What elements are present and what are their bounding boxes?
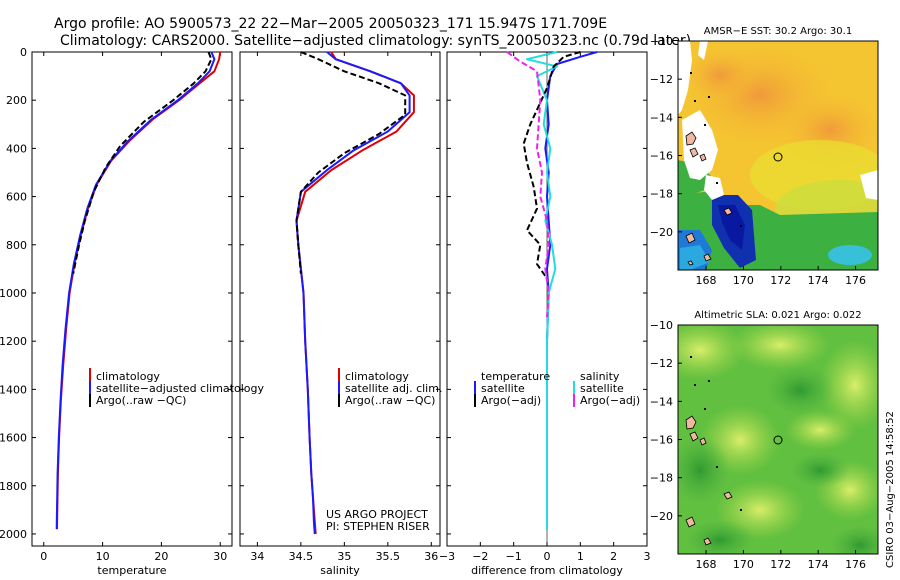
legend-label-temperature: temperature xyxy=(481,370,550,383)
y-tick-label: −12 xyxy=(650,73,673,86)
x-tick-label: 168 xyxy=(696,558,717,571)
sla-map-title: Altimetric SLA: 0.021 Argo: 0.022 xyxy=(694,310,861,321)
sst-float-marker xyxy=(773,152,783,162)
x-axis-label: salinity xyxy=(320,564,360,577)
y-tick-label: −14 xyxy=(650,111,673,124)
plot-frame xyxy=(31,51,233,547)
y-tick-label: −18 xyxy=(650,188,673,201)
x-tick-label: 172 xyxy=(770,274,791,287)
y-tick-label: 1800 xyxy=(0,480,27,493)
x-tick-label: 0 xyxy=(544,550,551,563)
project-name: US ARGO PROJECT xyxy=(326,508,428,521)
y-tick-label: 1000 xyxy=(0,287,27,300)
sla-axis: 168 170 172 174 176 −10 −12 −14 −16 −18 −20 xyxy=(650,319,866,571)
x-tick-label: 176 xyxy=(845,558,866,571)
salinity-legend: climatology satellite adj. clim. Argo(..… xyxy=(338,368,442,407)
x-tick-label: 10 xyxy=(96,550,110,563)
y-tick-label: 1200 xyxy=(0,335,27,348)
difference-legend: temperature satellite Argo(−adj) salinit… xyxy=(474,370,640,407)
y-tick-label: −12 xyxy=(650,357,673,370)
x-tick-label: 20 xyxy=(154,550,168,563)
x-tick-label: 35 xyxy=(337,550,351,563)
x-tick-label: 30 xyxy=(213,550,227,563)
y-tick-label: 0 xyxy=(20,46,27,59)
x-tick-label: 3 xyxy=(644,550,651,563)
legend-label-argo: Argo(..raw −QC) xyxy=(345,394,435,407)
y-tick-label: 600 xyxy=(6,191,27,204)
x-tick-label: −2 xyxy=(472,550,488,563)
plot-frame xyxy=(239,51,441,547)
legend-label-sal-argo: Argo(−adj) xyxy=(580,394,640,407)
x-tick-label: 170 xyxy=(733,558,754,571)
salinity-panel: 34 34.5 35 35.5 36 salinity xyxy=(239,51,441,577)
figure-title-line1: Argo profile: AO 5900573_22 22−Mar−2005 … xyxy=(54,16,607,32)
sst-field xyxy=(678,41,878,270)
x-axis-label: difference from climatology xyxy=(471,564,623,577)
x-tick-label: 174 xyxy=(808,558,829,571)
x-tick-label: 36 xyxy=(424,550,438,563)
x-axis-label: temperature xyxy=(97,564,166,577)
series-line-temperature-argo xyxy=(522,51,581,280)
legend-label-climatology: climatology xyxy=(345,370,409,383)
x-tick-label: −1 xyxy=(506,550,522,563)
sla-map: Altimetric SLA: 0.021 Argo: 0.022 xyxy=(650,310,879,571)
y-tick-label: 2000 xyxy=(0,528,27,541)
x-tick-label: −3 xyxy=(439,550,455,563)
legend-label-argo: Argo(..raw −QC) xyxy=(96,394,186,407)
x-tick-label: 35.5 xyxy=(376,550,401,563)
y-tick-label: −16 xyxy=(650,434,673,447)
x-tick-label: 2 xyxy=(610,550,617,563)
timestamp-stamp: CSIRO 03−Aug−2005 14:58:52 xyxy=(885,411,896,568)
y-tick-label: 1400 xyxy=(0,383,27,396)
y-tick-label: 200 xyxy=(6,94,27,107)
legend-label-satellite: satellite adj. clim. xyxy=(345,382,442,395)
sla-float-marker xyxy=(773,435,783,445)
legend-label-temp-satellite: satellite xyxy=(481,382,525,395)
series-line-argo xyxy=(295,51,407,274)
legend-label-sal-satellite: satellite xyxy=(580,382,624,395)
sla-field xyxy=(678,325,878,554)
temperature-panel: 0 200 400 600 800 1000 1200 1400 1600 1800 2000 0 10… xyxy=(0,46,233,577)
legend-label-climatology: climatology xyxy=(96,370,160,383)
legend-label-salinity: salinity xyxy=(580,370,620,383)
series-line-climatology xyxy=(56,51,222,530)
difference-panel: −3 −2 −1 0 1 2 3 difference from climatology xyxy=(439,51,651,577)
series-line-temperature-satellite xyxy=(544,51,598,530)
series-line-salinity-satellite xyxy=(526,51,558,530)
project-pi: PI: STEPHEN RISER xyxy=(326,520,430,533)
y-tick-label: 1600 xyxy=(0,432,27,445)
x-tick-label: 0 xyxy=(40,550,47,563)
x-tick-label: 172 xyxy=(770,558,791,571)
x-tick-label: 34.5 xyxy=(289,550,314,563)
sst-axis: 168 170 172 174 176 −10 −12 −14 −16 −18 −20 xyxy=(650,35,866,287)
y-tick-label: −10 xyxy=(650,35,673,48)
y-tick-label: −18 xyxy=(650,472,673,485)
figure-title-line2: Climatology: CARS2000. Satellite−adjuste… xyxy=(60,33,691,49)
series-line-salinity-argo xyxy=(506,51,550,318)
legend-label-satellite: satellite−adjusted climatology xyxy=(96,382,264,395)
y-tick-label: −20 xyxy=(650,226,673,239)
legend-label-temp-argo: Argo(−adj) xyxy=(481,394,541,407)
y-tick-label: 800 xyxy=(6,239,27,252)
x-tick-label: 1 xyxy=(577,550,584,563)
temperature-legend: climatology satellite−adjusted climatolo… xyxy=(89,368,264,407)
y-tick-label: 400 xyxy=(6,142,27,155)
sst-map: AMSR−E SST: 30.2 Argo: 30.1 xyxy=(650,26,879,287)
x-tick-label: 168 xyxy=(696,274,717,287)
x-tick-label: 34 xyxy=(250,550,264,563)
y-tick-label: −20 xyxy=(650,510,673,523)
series-line-satellite xyxy=(55,51,216,530)
sst-map-title: AMSR−E SST: 30.2 Argo: 30.1 xyxy=(704,26,852,37)
x-tick-label: 174 xyxy=(808,274,829,287)
y-tick-label: −16 xyxy=(650,150,673,163)
y-tick-label: −10 xyxy=(650,319,673,332)
x-tick-label: 170 xyxy=(733,274,754,287)
series-line-argo xyxy=(72,51,213,274)
x-tick-label: 176 xyxy=(845,274,866,287)
y-tick-label: −14 xyxy=(650,395,673,408)
